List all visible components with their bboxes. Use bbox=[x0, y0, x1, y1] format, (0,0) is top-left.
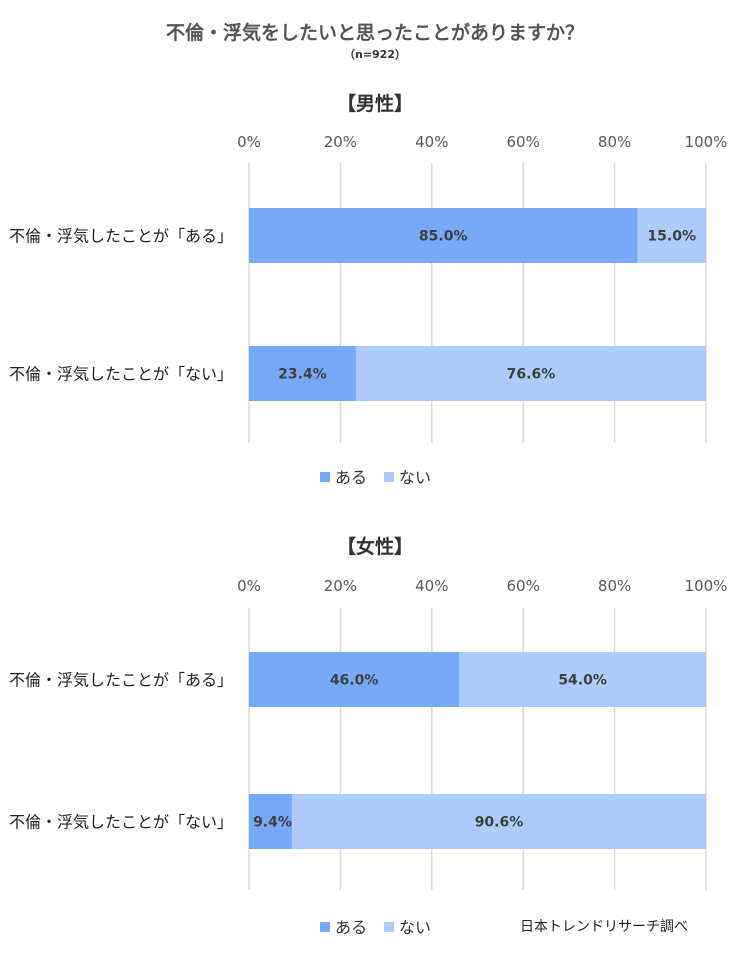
x-tick-label: 40% bbox=[415, 577, 448, 595]
x-tick-label: 40% bbox=[415, 133, 448, 151]
legend-label: ない bbox=[399, 918, 431, 937]
sample-size-subtitle: （n=922） bbox=[343, 48, 406, 61]
bar-segment-nai bbox=[637, 208, 706, 263]
data-label: 85.0% bbox=[419, 229, 468, 245]
category-label: 不倫・浮気したことが「ない」 bbox=[9, 365, 233, 384]
chart-title: 【男性】 bbox=[337, 92, 413, 115]
bar-segment-aru bbox=[249, 652, 460, 707]
x-tick-label: 0% bbox=[237, 577, 261, 595]
bar-segment-aru bbox=[249, 346, 356, 401]
data-label: 46.0% bbox=[330, 673, 379, 689]
data-label: 15.0% bbox=[647, 229, 696, 245]
x-tick-label: 0% bbox=[237, 133, 261, 151]
source-credit: 日本トレンドリサーチ調べ bbox=[520, 919, 688, 935]
legend-label: ある bbox=[335, 918, 367, 937]
data-label: 9.4% bbox=[253, 815, 292, 831]
data-label: 90.6% bbox=[475, 815, 524, 831]
legend-label: ある bbox=[335, 468, 367, 487]
data-label: 23.4% bbox=[278, 367, 327, 383]
category-label: 不倫・浮気したことが「ある」 bbox=[9, 227, 233, 246]
page-title: 不倫・浮気をしたいと思ったことがありますか？ bbox=[165, 22, 584, 44]
legend-swatch-nai bbox=[384, 472, 394, 482]
bar-segment-nai bbox=[355, 346, 706, 401]
category-label: 不倫・浮気したことが「ある」 bbox=[9, 671, 233, 690]
x-tick-label: 60% bbox=[507, 577, 540, 595]
x-tick-label: 100% bbox=[685, 577, 728, 595]
data-label: 76.6% bbox=[507, 367, 556, 383]
x-tick-label: 80% bbox=[598, 577, 631, 595]
category-label: 不倫・浮気したことが「ない」 bbox=[9, 813, 233, 832]
x-tick-label: 20% bbox=[324, 133, 357, 151]
bar-segment-nai bbox=[459, 652, 706, 707]
x-tick-label: 20% bbox=[324, 577, 357, 595]
x-tick-label: 60% bbox=[507, 133, 540, 151]
bar-segment-aru bbox=[249, 794, 292, 849]
legend-label: ない bbox=[399, 468, 431, 487]
legend-swatch-aru bbox=[320, 922, 330, 932]
x-tick-label: 100% bbox=[685, 133, 728, 151]
bar-segment-nai bbox=[291, 794, 706, 849]
bar-segment-aru bbox=[249, 208, 638, 263]
data-label: 54.0% bbox=[558, 673, 607, 689]
legend-swatch-nai bbox=[384, 922, 394, 932]
x-tick-label: 80% bbox=[598, 133, 631, 151]
chart-title: 【女性】 bbox=[337, 535, 413, 558]
legend-swatch-aru bbox=[320, 472, 330, 482]
